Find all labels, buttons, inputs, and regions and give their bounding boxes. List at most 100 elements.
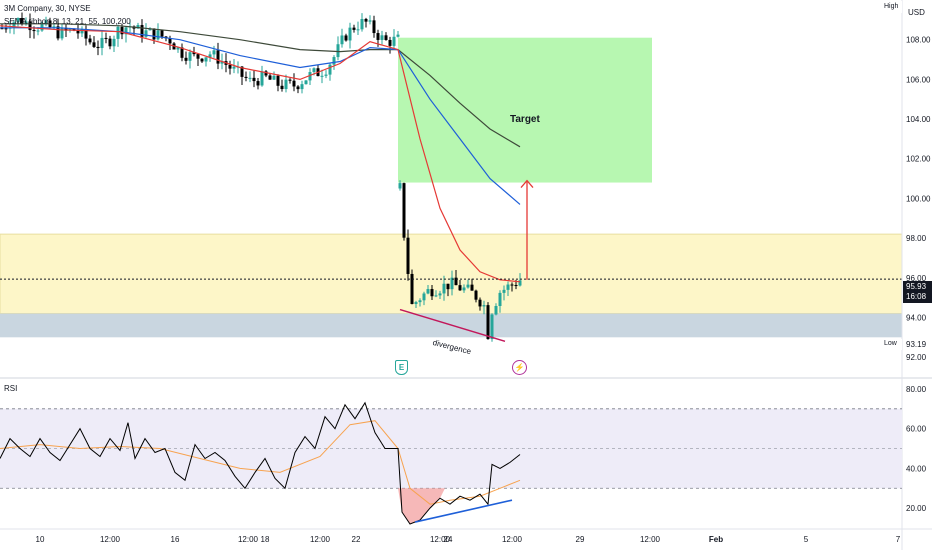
candle-body [140,25,144,37]
candle-body [208,54,212,58]
rsi-divergence-line [414,499,513,523]
candle-body [376,33,380,40]
candle-body [152,28,156,40]
candle-body [180,47,184,58]
candle-body [12,22,16,28]
candle-body [312,68,316,73]
low-value-badge [903,339,932,350]
rsi-tick-label: 80.00 [906,385,927,394]
candle-body [188,52,192,61]
candle-body [352,27,356,30]
low-value: 93.19 [906,340,927,349]
candle-body [160,30,164,37]
candle-body [252,77,256,82]
high-label: High [884,3,899,10]
price-tick-label: 96.00 [906,274,927,283]
candle-body [430,289,434,297]
candle-body [136,25,140,29]
rsi-pane[interactable] [0,401,902,525]
candle-body [268,75,272,80]
candle-body [518,280,522,286]
candle-body [402,183,406,238]
candle-body [466,284,470,288]
time-tick-label: 22 [352,535,361,544]
current-price-badge [903,281,932,303]
candle-body [438,293,442,296]
high-badge-bg [880,1,902,13]
candle-body [120,26,124,35]
candle-body [256,81,260,86]
candle-body [296,86,300,90]
candle-body [80,28,84,34]
price-pane[interactable] [0,12,903,343]
dividend-marker[interactable]: ⚡ [512,360,527,375]
candle-body [100,37,104,49]
candle-body [364,18,368,22]
time-tick-label: 12:00 [310,535,331,544]
candle-body [196,54,200,59]
candle-body [324,74,328,76]
candle-body [280,85,284,90]
candle-body [144,30,148,37]
candle-body [88,38,92,43]
candle-body [494,305,498,315]
candle-body [56,26,60,39]
candle-body [212,50,216,55]
countdown-timer: 16:08 [906,292,927,301]
candle-body [28,21,32,31]
candle-body [328,64,332,75]
candle-body [320,75,324,77]
candle-body [392,36,396,46]
rsi-tick-label: 40.00 [906,464,927,473]
candle-body [368,20,372,22]
candle-body [482,305,486,307]
candle-body [240,66,244,77]
time-tick-label: 12:00 [100,535,121,544]
rsi-axis[interactable]: 20.00 40.00 60.00 80.00 [906,385,927,513]
time-tick-label: 29 [576,535,585,544]
earnings-marker[interactable]: E [395,360,408,375]
candle-body [450,277,454,290]
price-tick-label: 100.00 [906,194,931,203]
time-tick-label: 16 [171,535,180,544]
candle-body [192,52,196,55]
supply-zone [0,233,903,315]
rsi-line [0,401,521,525]
candle-body [276,75,280,86]
currency-label[interactable]: USD [908,8,925,17]
candle-body [292,80,296,87]
rsi-tick-label: 60.00 [906,425,927,434]
rsi-ma-line [0,420,521,505]
candle-body [398,183,402,189]
candle-body [44,20,48,25]
candle-body [442,283,446,294]
candle-body [454,277,458,286]
earnings-letter: E [398,363,405,372]
candle-body [344,35,348,41]
candle-body [232,66,236,69]
candle-body [272,75,276,80]
candle-body [388,39,392,46]
candle-body [406,237,410,274]
rsi-title[interactable]: RSI [4,384,18,393]
candle-body [514,285,518,287]
candle-body [108,38,112,47]
time-tick-label: 12:00 [238,535,259,544]
time-tick-label: 24 [444,535,453,544]
candle-body [64,27,68,31]
time-tick-label: 12:00 [430,535,451,544]
time-tick-label: 10 [36,535,45,544]
time-tick-label: 12:00 [502,535,523,544]
price-divergence-line [399,308,506,343]
time-tick-label: 18 [261,535,270,544]
candle-body [60,27,64,39]
candle-body [470,284,474,291]
candle-body [510,284,514,286]
current-price-value: 95.93 [906,282,927,291]
indicator-legend[interactable]: SEMA ribbon 8, 13, 21, 55, 100,200 [4,17,131,26]
price-axis[interactable]: 92.00 94.00 96.00 98.00 100.00 102.00 104.00 10… [906,36,931,362]
candle-body [96,46,100,49]
candle-body [284,79,288,90]
candle-body [336,44,340,58]
